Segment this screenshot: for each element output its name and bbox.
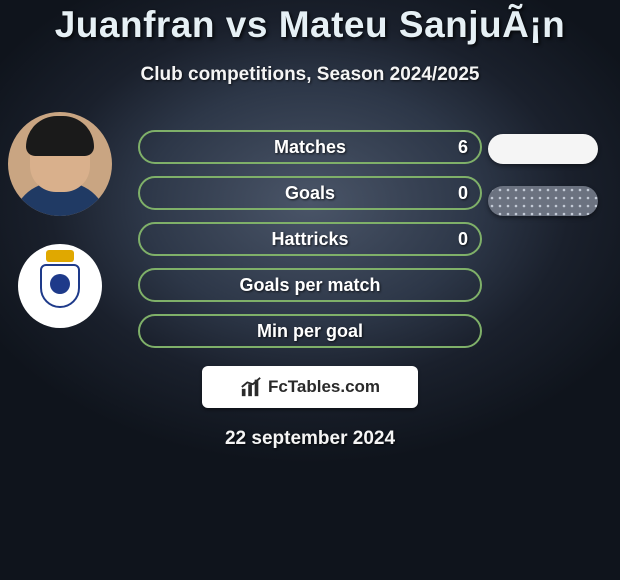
bar-goals: Goals 0 — [138, 176, 482, 210]
infographic-root: Juanfran vs Mateu SanjuÃ¡n Club competit… — [0, 0, 620, 580]
bar-chart-icon — [240, 376, 262, 398]
bar-label: Min per goal — [140, 316, 480, 346]
right-pill-1 — [488, 134, 598, 164]
bar-value: 0 — [458, 178, 468, 208]
bar-label: Matches — [140, 132, 480, 162]
date-text: 22 september 2024 — [0, 428, 620, 450]
bar-hattricks: Hattricks 0 — [138, 222, 482, 256]
bar-goals-per-match: Goals per match — [138, 268, 482, 302]
bar-value: 6 — [458, 132, 468, 162]
player-photo — [8, 112, 112, 216]
bar-min-per-goal: Min per goal — [138, 314, 482, 348]
comparison-area: Matches 6 Goals 0 Hattricks 0 Goals per … — [0, 120, 620, 356]
stat-bars: Matches 6 Goals 0 Hattricks 0 Goals per … — [138, 130, 482, 360]
right-pill-2 — [488, 186, 598, 216]
right-column — [488, 134, 608, 238]
bar-label: Goals per match — [140, 270, 480, 300]
branding-badge: FcTables.com — [202, 366, 418, 408]
bar-matches: Matches 6 — [138, 130, 482, 164]
left-column — [8, 112, 118, 328]
bar-value: 0 — [458, 224, 468, 254]
branding-text: FcTables.com — [268, 377, 380, 397]
subtitle: Club competitions, Season 2024/2025 — [0, 64, 620, 86]
bar-label: Goals — [140, 178, 480, 208]
bar-label: Hattricks — [140, 224, 480, 254]
page-title: Juanfran vs Mateu SanjuÃ¡n — [0, 0, 620, 46]
club-crest — [18, 244, 102, 328]
